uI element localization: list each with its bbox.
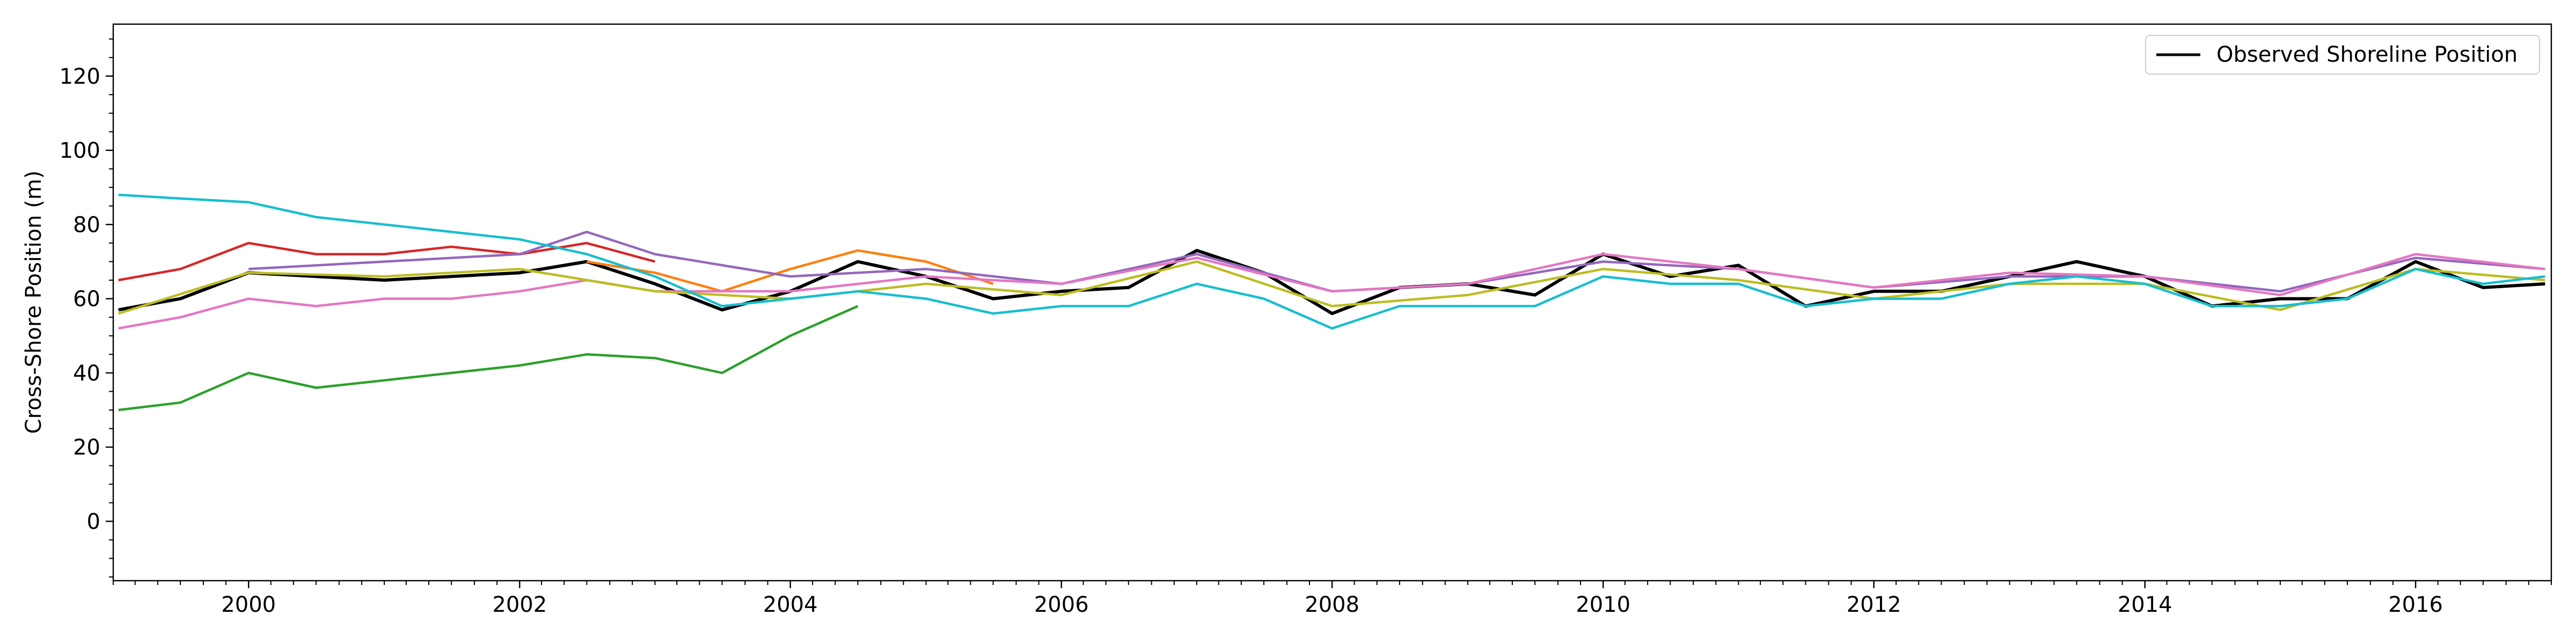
x-tick-label-2000: 2000 bbox=[221, 592, 276, 617]
x-tick-label-2012: 2012 bbox=[1847, 592, 1901, 617]
y-tick-label-40: 40 bbox=[73, 361, 100, 386]
y-axis: 0 20 40 60 80 100 120 bbox=[60, 38, 113, 578]
y-tick-label-80: 80 bbox=[73, 213, 100, 237]
y-tick-label-60: 60 bbox=[73, 287, 100, 312]
x-tick-label-2014: 2014 bbox=[2118, 592, 2172, 617]
y-tick-label-0: 0 bbox=[87, 509, 100, 534]
y-tick-label-120: 120 bbox=[60, 64, 100, 89]
series-layer bbox=[118, 193, 2545, 412]
series-line-series-5 bbox=[118, 253, 2545, 330]
series-line-series-1 bbox=[586, 249, 994, 293]
x-tick-label-2016: 2016 bbox=[2388, 592, 2443, 617]
legend-frame bbox=[2145, 35, 2540, 75]
x-tick-label-2002: 2002 bbox=[492, 592, 547, 617]
x-tick-label-2008: 2008 bbox=[1305, 592, 1359, 617]
legend-label-observed: Observed Shoreline Position bbox=[2216, 42, 2518, 67]
series-line-series-3 bbox=[118, 241, 656, 282]
series-line-series-7 bbox=[118, 193, 2545, 330]
y-tick-label-20: 20 bbox=[73, 435, 100, 460]
x-tick-label-2006: 2006 bbox=[1034, 592, 1089, 617]
y-tick-label-100: 100 bbox=[60, 138, 100, 163]
y-axis-label: Cross-Shore Position (m) bbox=[21, 171, 46, 434]
legend: Observed Shoreline Position bbox=[2145, 35, 2540, 75]
x-axis: 2000 2002 2004 2006 2008 2010 2012 2014 2016 bbox=[113, 581, 2552, 617]
x-tick-label-2004: 2004 bbox=[763, 592, 818, 617]
series-line-series-2 bbox=[118, 305, 859, 412]
x-tick-label-2010: 2010 bbox=[1576, 592, 1630, 617]
